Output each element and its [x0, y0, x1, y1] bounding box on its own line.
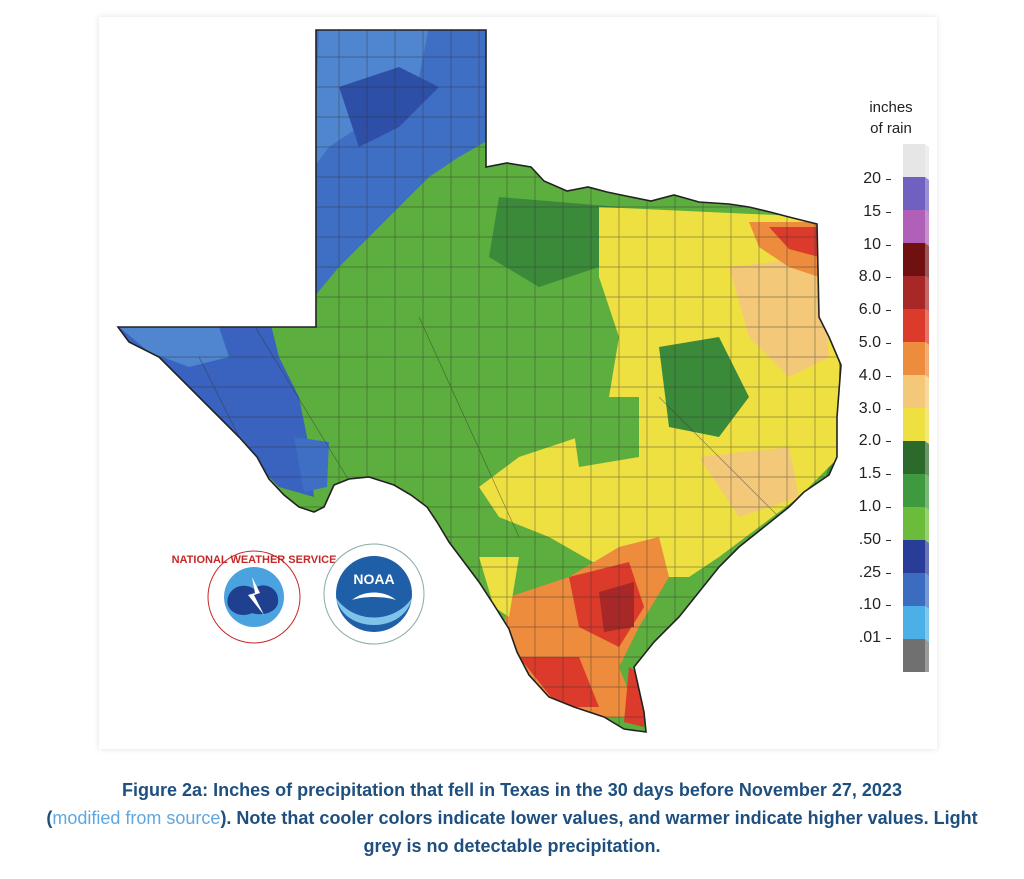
- caption-paren-open: (: [46, 808, 53, 828]
- legend-swatch-side: [925, 573, 929, 609]
- legend-label: 1.5: [843, 462, 891, 495]
- legend-swatch-side: [925, 243, 929, 279]
- texas-outline: [116, 29, 842, 733]
- legend-swatch-side: [925, 474, 929, 510]
- legend-swatch-side: [925, 639, 929, 672]
- legend-swatch-side: [925, 606, 929, 642]
- legend-swatch: [903, 177, 925, 210]
- legend-swatch-side: [925, 375, 929, 411]
- texas-precipitation-map: NATIONAL WEATHER SERVICE NOAA: [116, 29, 842, 733]
- legend-swatch-side: [925, 507, 929, 543]
- source-link[interactable]: modified from source: [52, 808, 221, 828]
- legend-label: 4.0: [843, 364, 891, 397]
- legend-title: inches of rain: [851, 97, 931, 139]
- legend-label: 5.0: [843, 331, 891, 364]
- legend-label: .25: [843, 561, 891, 594]
- noaa-logo: NOAA: [323, 543, 425, 645]
- legend-swatch: [903, 375, 925, 408]
- legend-swatch-side: [925, 276, 929, 312]
- legend-swatch: [903, 144, 925, 177]
- legend-swatch-side: [925, 144, 929, 180]
- legend-label: .01: [843, 626, 891, 659]
- legend-label: 6.0: [843, 298, 891, 331]
- caption-rest: ). Note that cooler colors indicate lowe…: [220, 808, 978, 856]
- legend-title-line2: of rain: [870, 120, 912, 137]
- legend-swatch: [903, 342, 925, 375]
- legend-color-bar: [903, 144, 929, 672]
- legend-swatch: [903, 276, 925, 309]
- legend-swatch-side: [925, 309, 929, 345]
- legend-swatch: [903, 243, 925, 276]
- noaa-logo-text: NOAA: [353, 571, 394, 587]
- legend-label: 20: [843, 167, 891, 200]
- caption-line2: (modified from source). Note that cooler…: [30, 804, 994, 860]
- legend-swatch: [903, 441, 925, 474]
- legend-swatch: [903, 408, 925, 441]
- legend-swatch-side: [925, 342, 929, 378]
- legend-swatch: [903, 309, 925, 342]
- figure-caption: Figure 2a: Inches of precipitation that …: [30, 776, 994, 860]
- legend-label: 8.0: [843, 265, 891, 298]
- legend-swatch: [903, 507, 925, 540]
- nws-logo-text: NATIONAL WEATHER SERVICE: [172, 554, 337, 566]
- precipitation-fill: [118, 30, 841, 732]
- legend-swatch-side: [925, 540, 929, 576]
- precipitation-figure: NATIONAL WEATHER SERVICE NOAA inches of …: [99, 17, 937, 749]
- legend-swatch: [903, 210, 925, 243]
- legend-swatch-side: [925, 408, 929, 444]
- legend-label: 10: [843, 233, 891, 266]
- legend-swatch: [903, 606, 925, 639]
- legend-label: 3.0: [843, 397, 891, 430]
- caption-line1: Figure 2a: Inches of precipitation that …: [122, 780, 902, 800]
- legend-labels: 20 15 10 8.0 6.0 5.0 4.0 3.0 2.0 1.5 1.0.50.25.10.…: [843, 167, 891, 659]
- legend-swatch-side: [925, 177, 929, 213]
- legend-label: 15: [843, 200, 891, 233]
- legend-label: .50: [843, 528, 891, 561]
- legend-swatch-side: [925, 210, 929, 246]
- legend-label: 1.0: [843, 495, 891, 528]
- legend-swatch: [903, 639, 925, 672]
- legend-title-line1: inches: [869, 99, 913, 116]
- legend-swatch-side: [925, 441, 929, 477]
- legend-swatch: [903, 474, 925, 507]
- legend-label: .10: [843, 593, 891, 626]
- legend-label: 2.0: [843, 429, 891, 462]
- legend-swatch: [903, 573, 925, 606]
- nws-logo: NATIONAL WEATHER SERVICE: [172, 550, 337, 644]
- legend-swatch: [903, 540, 925, 573]
